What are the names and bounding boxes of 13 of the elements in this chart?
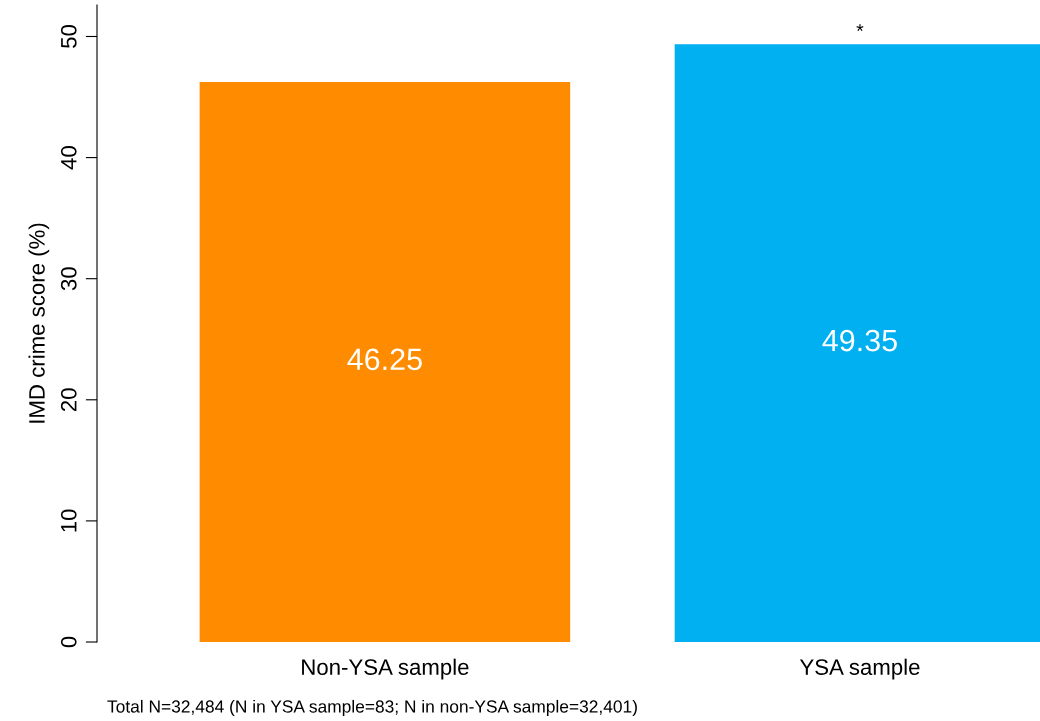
y-tick-label: 40 bbox=[60, 146, 77, 170]
y-tick-label: 20 bbox=[60, 388, 77, 412]
text: Total N=32,484 (N in YSA sample=83; N in non-YSA sample=32,401) bbox=[107, 699, 637, 717]
y-tick-label: 0 bbox=[60, 636, 77, 648]
annotation: * bbox=[856, 24, 864, 31]
y-tick-label: 30 bbox=[60, 267, 77, 291]
y-tick-label: 10 bbox=[60, 509, 77, 532]
x-tick-label: YSA sample bbox=[799, 658, 920, 680]
x-tick-label: Non-YSA sample bbox=[302, 658, 469, 680]
data-label: 46.25 bbox=[347, 348, 422, 371]
y-axis-title: IMD crime score (%) bbox=[28, 223, 50, 423]
y-tick-label: 50 bbox=[60, 25, 77, 48]
data-label: 49.35 bbox=[822, 329, 897, 352]
